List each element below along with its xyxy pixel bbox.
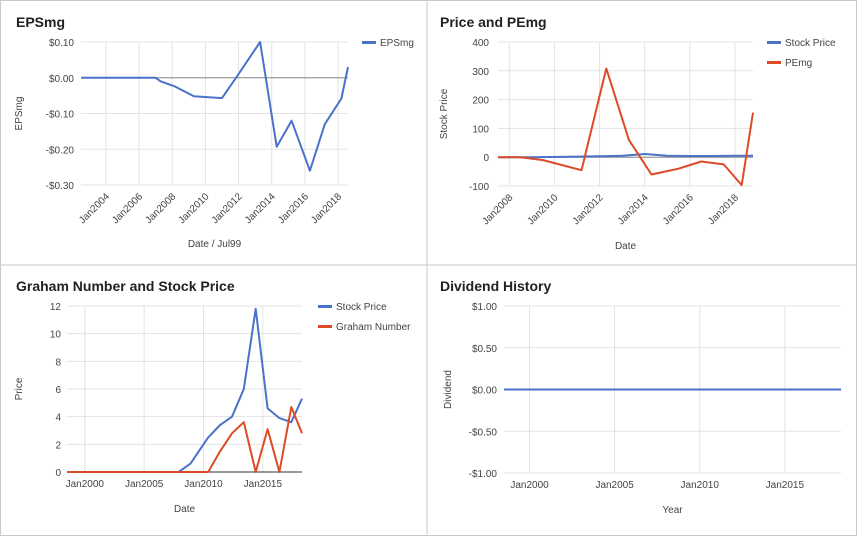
y-tick-label: 6 xyxy=(55,385,61,396)
series-line-pemg xyxy=(498,67,754,187)
y-tick-label: $0.10 xyxy=(49,38,74,49)
graham-chart: Graham Number and Stock Price 12 10 8 6 4 2 0 Ja… xyxy=(14,278,411,515)
x-axis-title: Date / Jul99 xyxy=(188,239,242,250)
y-tick-label: 400 xyxy=(472,38,489,49)
series-line-stock-price xyxy=(498,153,753,159)
y-tick-label: 2 xyxy=(55,440,61,451)
legend-swatch xyxy=(767,41,781,44)
legend-label: Stock Price xyxy=(336,302,387,313)
legend-swatch xyxy=(362,41,376,44)
legend-label: PEmg xyxy=(785,58,812,69)
y-tick-label: $0.00 xyxy=(472,386,497,397)
legend-label: EPSmg xyxy=(380,38,414,49)
chart-title: Dividend History xyxy=(440,278,551,294)
y-tick-label: 300 xyxy=(472,67,489,78)
x-tick-label: Jan2005 xyxy=(595,480,634,491)
y-axis-title: EPSmg xyxy=(14,97,25,131)
x-axis-title: Date xyxy=(615,241,637,252)
y-tick-label: -100 xyxy=(469,182,489,193)
x-axis-title: Year xyxy=(662,505,683,516)
x-tick-label: Jan2005 xyxy=(125,479,164,490)
x-tick-label: Jan2000 xyxy=(66,479,105,490)
y-tick-label: 8 xyxy=(55,357,61,368)
y-tick-label: -$0.10 xyxy=(46,110,75,121)
legend-swatch xyxy=(318,325,332,328)
y-tick-label: $0.50 xyxy=(472,344,497,355)
legend-swatch xyxy=(318,305,332,308)
chart-title: EPSmg xyxy=(16,14,65,30)
dividend-chart: Dividend History $1.00 $0.50 $0.00 -$0.50 -$1… xyxy=(440,278,841,516)
legend-label: Stock Price xyxy=(785,38,836,49)
y-tick-label: 10 xyxy=(50,330,62,341)
series-line-graham-number xyxy=(67,406,303,473)
legend-swatch xyxy=(767,61,781,64)
y-tick-label: -$1.00 xyxy=(469,469,498,480)
x-tick-label: Jan2015 xyxy=(244,479,283,490)
x-tick-label: Jan2010 xyxy=(681,480,720,491)
x-tick-label: Jan2010 xyxy=(184,479,223,490)
x-axis-title: Date xyxy=(174,504,196,515)
x-tick-label: Jan2000 xyxy=(510,480,549,491)
legend-label: Graham Number xyxy=(336,322,411,333)
y-tick-label: 0 xyxy=(55,468,61,479)
y-tick-label: 12 xyxy=(50,302,62,313)
y-axis-title: Dividend xyxy=(443,370,454,409)
y-tick-label: $1.00 xyxy=(472,302,497,313)
y-tick-label: 0 xyxy=(483,153,489,164)
series-line-epsmg xyxy=(81,41,349,172)
x-tick-label: Jan2015 xyxy=(766,480,805,491)
chart-title: Price and PEmg xyxy=(440,14,547,30)
y-axis-title: Price xyxy=(14,377,25,400)
y-axis-title: Stock Price xyxy=(439,88,450,139)
y-tick-label: 4 xyxy=(55,413,61,424)
y-tick-label: -$0.20 xyxy=(46,145,75,156)
chart-title: Graham Number and Stock Price xyxy=(16,278,235,294)
y-tick-label: 200 xyxy=(472,96,489,107)
y-tick-label: $0.00 xyxy=(49,74,74,85)
y-tick-label: -$0.30 xyxy=(46,181,75,192)
y-tick-label: 100 xyxy=(472,124,489,135)
y-tick-label: -$0.50 xyxy=(469,427,498,438)
